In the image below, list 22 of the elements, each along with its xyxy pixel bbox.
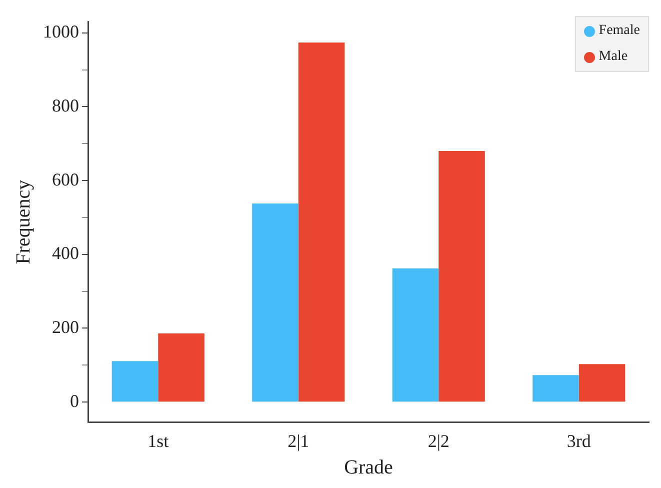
y-axis-title: Frequency [12,180,34,264]
bar [392,268,439,402]
y-tick-label: 400 [52,243,79,264]
y-tick-label: 600 [52,169,79,190]
bar [158,333,204,402]
y-tick-label: 1000 [43,22,79,42]
bar [112,361,158,402]
y-tick-label: 800 [52,95,79,116]
x-tick-label: 3rd [566,430,591,451]
y-tick-label: 200 [52,316,79,337]
legend-label: Female [598,23,640,39]
x-tick-label: 2|1 [288,430,310,451]
x-axis-title: Grade [344,456,394,478]
x-tick-label: 1st [148,430,169,451]
bar [298,42,345,402]
bar [532,375,579,402]
y-tick-label: 0 [70,390,79,411]
bar [438,151,485,402]
bar [578,364,626,402]
bar [252,203,298,402]
x-tick-label: 2|2 [428,430,450,451]
legend-label: Male [598,49,628,65]
